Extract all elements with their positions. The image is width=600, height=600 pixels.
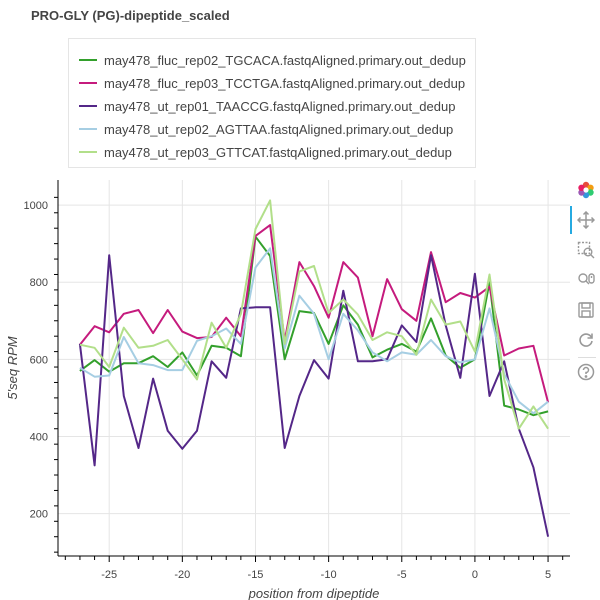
legend-item[interactable]: may478_fluc_rep02_TGCACA.fastqAligned.pr… xyxy=(79,51,466,69)
y-tick-label: 600 xyxy=(30,354,48,366)
legend-label: may478_fluc_rep03_TCCTGA.fastqAligned.pr… xyxy=(104,75,466,91)
y-tick-label: 1000 xyxy=(24,200,48,212)
legend-item[interactable]: may478_fluc_rep03_TCCTGA.fastqAligned.pr… xyxy=(79,74,465,92)
legend-label: may478_ut_rep03_GTTCAT.fastqAligned.prim… xyxy=(104,144,452,160)
legend-item[interactable]: may478_ut_rep01_TAACCG.fastqAligned.prim… xyxy=(79,97,455,115)
x-tick-label: -10 xyxy=(321,569,337,581)
legend-swatch xyxy=(79,128,97,130)
legend-item[interactable]: may478_ut_rep02_AGTTAA.fastqAligned.prim… xyxy=(79,120,453,138)
series-line-2[interactable] xyxy=(79,224,550,403)
legend-label: may478_ut_rep01_TAACCG.fastqAligned.prim… xyxy=(104,98,456,114)
reset-icon[interactable] xyxy=(576,330,596,350)
wheel-zoom-icon[interactable] xyxy=(576,270,596,290)
y-tick-label: 400 xyxy=(30,431,48,443)
x-tick-label: 5 xyxy=(545,569,551,581)
box-zoom-icon[interactable] xyxy=(576,240,596,260)
series-line-5[interactable] xyxy=(79,199,549,430)
y-axis-label: 5'seq RPM xyxy=(5,336,20,399)
legend-swatch xyxy=(79,82,97,84)
series-line-3[interactable] xyxy=(78,254,550,537)
legend-item[interactable]: may478_ut_rep03_GTTCAT.fastqAligned.prim… xyxy=(79,143,452,161)
toolbar-separator xyxy=(578,357,596,358)
x-tick-label: -25 xyxy=(101,569,117,581)
toolbar xyxy=(570,176,600,396)
x-tick-label: -15 xyxy=(248,569,264,581)
pan-icon[interactable] xyxy=(576,210,596,230)
legend-label: may478_ut_rep02_AGTTAA.fastqAligned.prim… xyxy=(104,121,454,137)
active-tool-indicator xyxy=(570,206,572,234)
series-line-4[interactable] xyxy=(79,247,549,415)
legend-swatch xyxy=(79,105,97,107)
x-axis-label: position from dipeptide xyxy=(248,586,380,600)
chart-title: PRO-GLY (PG)-dipeptide_scaled xyxy=(31,8,230,23)
legend-swatch xyxy=(79,59,97,61)
help-icon[interactable] xyxy=(576,362,596,382)
y-tick-label: 800 xyxy=(30,277,48,289)
x-tick-label: -5 xyxy=(397,569,407,581)
y-tick-label: 200 xyxy=(30,509,48,521)
bokeh-logo-icon[interactable] xyxy=(576,180,596,200)
legend: may478_fluc_rep02_TGCACA.fastqAligned.pr… xyxy=(68,38,476,168)
x-tick-label: 0 xyxy=(472,569,478,581)
legend-label: may478_fluc_rep02_TGCACA.fastqAligned.pr… xyxy=(104,52,466,68)
save-icon[interactable] xyxy=(576,300,596,320)
x-tick-label: -20 xyxy=(174,569,190,581)
legend-swatch xyxy=(79,151,97,153)
